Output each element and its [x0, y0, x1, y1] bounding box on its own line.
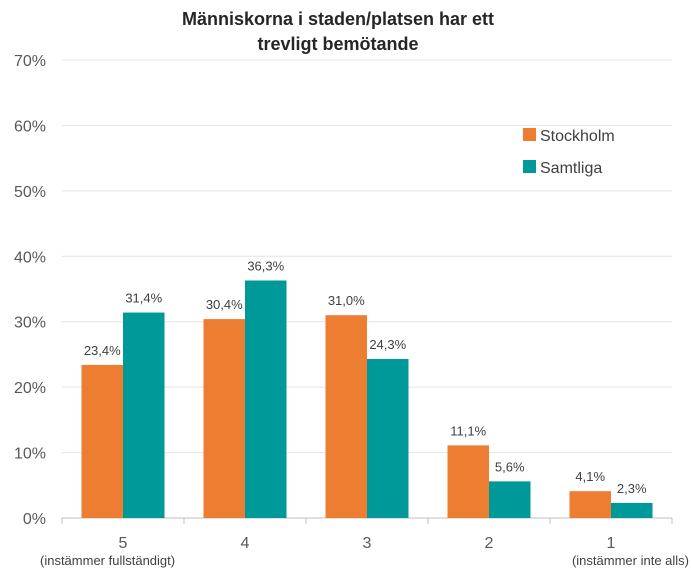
y-tick-label: 60%	[14, 118, 46, 135]
bar-stockholm-3	[325, 315, 367, 518]
data-label: 31,0%	[328, 293, 365, 308]
y-tick-label: 70%	[14, 53, 46, 70]
data-label: 5,6%	[495, 459, 525, 474]
x-category-label: 4	[241, 535, 250, 552]
y-tick-label: 20%	[14, 380, 46, 397]
data-label: 30,4%	[206, 297, 243, 312]
bar-stockholm-1	[569, 491, 611, 518]
chart-title-line: Människorna i staden/platsen har ett	[182, 9, 494, 29]
data-label: 23,4%	[84, 343, 121, 358]
x-category-sublabel: (instämmer fullständigt)	[40, 553, 175, 568]
data-label: 24,3%	[369, 337, 406, 352]
y-tick-label: 0%	[23, 511, 46, 528]
x-category-label: 1	[607, 535, 616, 552]
legend-swatch-samtliga	[523, 160, 536, 173]
data-label: 2,3%	[617, 481, 647, 496]
bar-samtliga-2	[489, 481, 531, 518]
legend-label: Stockholm	[540, 128, 615, 145]
legend-swatch-stockholm	[523, 128, 536, 141]
data-label: 4,1%	[575, 469, 605, 484]
bar-samtliga-5	[123, 312, 165, 518]
y-tick-label: 40%	[14, 249, 46, 266]
bar-stockholm-2	[447, 445, 489, 518]
x-category-label: 2	[485, 535, 494, 552]
y-tick-label: 10%	[14, 446, 46, 463]
data-label: 11,1%	[450, 423, 486, 438]
legend-label: Samtliga	[540, 160, 602, 177]
bar-stockholm-4	[203, 319, 245, 518]
data-label: 36,3%	[247, 258, 284, 273]
y-tick-label: 30%	[14, 315, 46, 332]
bar-samtliga-4	[245, 280, 287, 518]
data-label: 31,4%	[125, 291, 162, 306]
bar-samtliga-3	[367, 359, 409, 518]
y-tick-label: 50%	[14, 184, 46, 201]
x-category-label: 5	[119, 535, 128, 552]
bar-samtliga-1	[611, 502, 653, 518]
bar-stockholm-5	[81, 364, 123, 518]
chart-title-line: trevligt bemötande	[257, 34, 418, 54]
x-category-label: 3	[363, 535, 372, 552]
x-category-sublabel: (instämmer inte alls)	[572, 553, 689, 568]
